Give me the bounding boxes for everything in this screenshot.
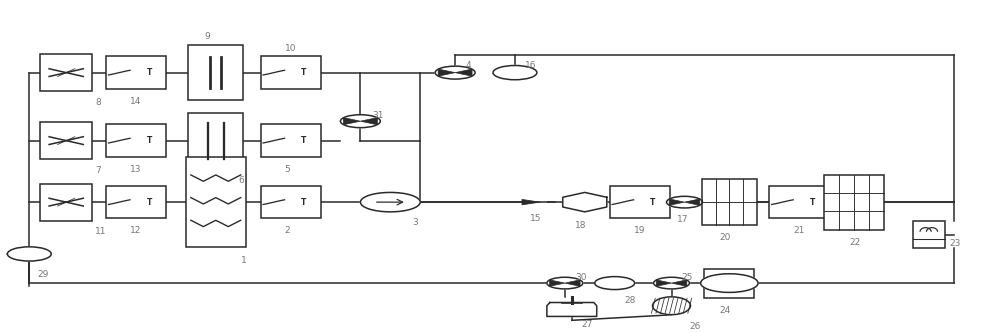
Text: T: T <box>146 198 152 207</box>
Bar <box>188 45 243 100</box>
Text: 31: 31 <box>372 112 384 121</box>
Bar <box>40 54 92 91</box>
Bar <box>106 56 166 89</box>
Text: T: T <box>650 198 655 207</box>
Text: 21: 21 <box>793 226 805 235</box>
Polygon shape <box>550 280 565 286</box>
Circle shape <box>493 66 537 80</box>
Polygon shape <box>565 280 580 286</box>
Text: 5: 5 <box>285 165 290 174</box>
Ellipse shape <box>653 297 690 315</box>
Bar <box>702 179 757 225</box>
Polygon shape <box>672 280 687 286</box>
Bar <box>261 186 320 218</box>
Bar <box>913 221 945 248</box>
Circle shape <box>7 247 51 261</box>
Circle shape <box>340 115 380 128</box>
Text: 23: 23 <box>950 239 961 248</box>
Polygon shape <box>563 192 607 212</box>
Text: 24: 24 <box>719 306 731 315</box>
Bar <box>824 174 884 230</box>
Bar <box>40 183 92 221</box>
Bar <box>261 56 320 89</box>
Text: 25: 25 <box>681 273 693 282</box>
Text: 20: 20 <box>719 233 731 242</box>
Polygon shape <box>669 199 684 205</box>
Circle shape <box>701 274 758 292</box>
Text: 19: 19 <box>634 226 645 235</box>
Text: 6: 6 <box>238 176 244 185</box>
Circle shape <box>435 66 475 79</box>
Polygon shape <box>438 69 455 76</box>
Circle shape <box>547 277 583 289</box>
Text: 9: 9 <box>205 32 211 41</box>
Text: 15: 15 <box>530 214 541 223</box>
Text: T: T <box>301 198 306 207</box>
Text: 26: 26 <box>689 322 701 331</box>
Text: 17: 17 <box>677 215 688 224</box>
Circle shape <box>595 277 635 290</box>
Text: 16: 16 <box>525 61 536 70</box>
Bar <box>40 122 92 159</box>
Text: 13: 13 <box>130 165 142 174</box>
Text: 7: 7 <box>95 166 101 175</box>
Text: 12: 12 <box>130 226 141 235</box>
Polygon shape <box>343 118 360 125</box>
Text: 2: 2 <box>285 226 290 235</box>
Text: 4: 4 <box>465 61 471 70</box>
Text: 27: 27 <box>582 320 593 329</box>
Text: T: T <box>146 68 152 77</box>
Polygon shape <box>522 199 540 205</box>
Text: 29: 29 <box>37 270 49 279</box>
Text: T: T <box>146 136 152 145</box>
Polygon shape <box>684 199 700 205</box>
Text: T: T <box>810 198 815 207</box>
Text: 30: 30 <box>575 273 586 282</box>
Text: 11: 11 <box>95 227 107 236</box>
Bar <box>188 113 243 168</box>
Text: 10: 10 <box>285 44 296 53</box>
Bar <box>769 186 829 218</box>
Bar <box>186 157 246 247</box>
Text: 1: 1 <box>241 255 246 264</box>
Text: 3: 3 <box>412 218 418 227</box>
Bar <box>610 186 670 218</box>
Bar <box>704 268 754 298</box>
Text: 28: 28 <box>625 296 636 305</box>
Polygon shape <box>455 69 472 76</box>
Text: 22: 22 <box>849 238 860 247</box>
Bar <box>106 125 166 157</box>
Text: T: T <box>301 136 306 145</box>
Text: T: T <box>301 68 306 77</box>
Circle shape <box>667 196 702 208</box>
Circle shape <box>654 277 689 289</box>
Bar <box>261 125 320 157</box>
Polygon shape <box>360 118 377 125</box>
Text: 14: 14 <box>130 97 141 106</box>
Bar <box>106 186 166 218</box>
Text: 18: 18 <box>575 221 586 230</box>
Text: 8: 8 <box>95 98 101 107</box>
Circle shape <box>360 192 420 212</box>
Polygon shape <box>547 302 597 316</box>
Polygon shape <box>656 280 672 286</box>
